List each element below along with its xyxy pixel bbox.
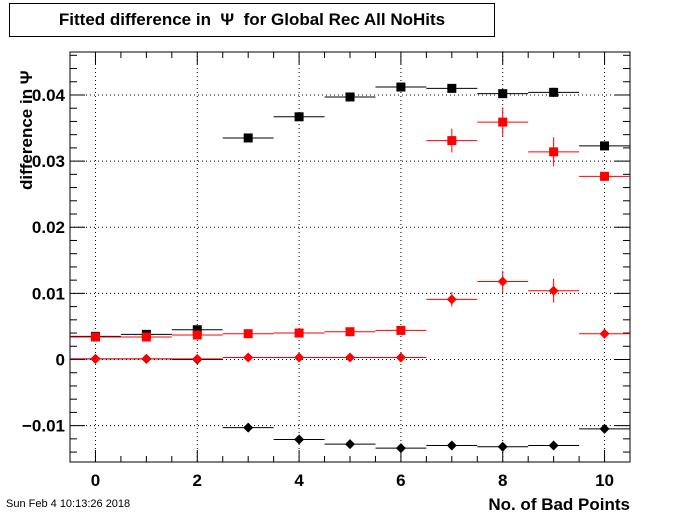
plot-frame [69, 51, 631, 463]
chart-title: Fitted difference in Ψ for Global Rec Al… [58, 10, 446, 29]
data-point [549, 147, 559, 157]
timestamp-label: Sun Feb 4 10:13:26 2018 [6, 498, 131, 510]
data-point [549, 87, 559, 97]
data-point [243, 329, 253, 339]
data-point [345, 439, 355, 450]
data-point [446, 294, 457, 305]
data-point [243, 133, 253, 143]
data-point [345, 327, 355, 337]
series-1 [70, 107, 630, 342]
y-tick-label: 0.04 [32, 86, 66, 105]
data-point [141, 353, 152, 364]
data-point [600, 171, 610, 181]
data-point [294, 112, 304, 122]
data-point [192, 330, 202, 340]
x-tick-label: 6 [396, 471, 405, 490]
data-point [497, 276, 508, 287]
axis-ticks [69, 52, 631, 462]
series-0 [70, 82, 630, 341]
data-point [548, 285, 559, 296]
y-axis-title: difference in Ψ [17, 70, 36, 190]
y-tick-label: 0.02 [32, 218, 65, 237]
data-point [294, 328, 304, 338]
data-point [345, 92, 355, 102]
data-point [599, 328, 610, 339]
tick-labels: 0 2 4 6 8 10 −0.01 0 0.01 0.02 0.03 0.04 [22, 86, 614, 490]
data-point [90, 353, 101, 364]
data-point [243, 422, 254, 433]
data-point [498, 117, 508, 127]
data-point [446, 440, 457, 451]
data-point [395, 352, 406, 363]
data-point [599, 423, 610, 434]
data-point [396, 325, 406, 335]
data-point [548, 440, 559, 451]
data-point [447, 83, 457, 93]
y-tick-label: 0 [56, 351, 65, 370]
grid [70, 52, 630, 462]
data-marks [70, 82, 630, 454]
chart-title-box: Fitted difference in Ψ for Global Rec Al… [9, 3, 495, 37]
data-point [294, 434, 305, 445]
y-tick-label: 0.03 [32, 152, 65, 171]
data-point [396, 82, 406, 92]
data-point [243, 352, 254, 363]
data-point [498, 89, 508, 99]
data-point [192, 353, 203, 364]
data-point [294, 352, 305, 363]
x-tick-label: 10 [595, 471, 614, 490]
data-point [395, 443, 406, 454]
data-point [141, 332, 151, 342]
x-tick-label: 8 [498, 471, 507, 490]
x-tick-label: 4 [294, 471, 304, 490]
data-point [497, 441, 508, 452]
y-tick-label: −0.01 [22, 417, 65, 436]
series-3 [70, 270, 630, 364]
data-point [192, 325, 202, 335]
x-tick-label: 0 [91, 471, 100, 490]
data-point [447, 136, 457, 146]
data-point [345, 352, 355, 363]
data-point [90, 332, 100, 342]
x-tick-label: 2 [193, 471, 202, 490]
y-tick-label: 0.01 [32, 284, 65, 303]
x-axis-title: No. of Bad Points [488, 495, 630, 514]
data-point [600, 141, 610, 151]
series-2 [70, 353, 630, 454]
